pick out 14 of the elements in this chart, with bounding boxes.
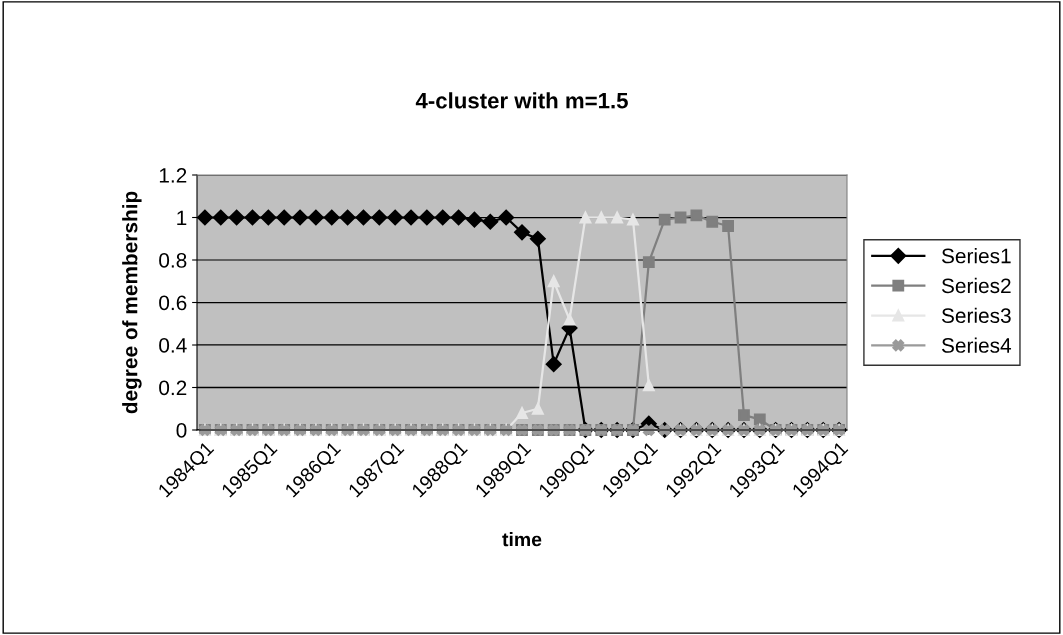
legend-label: Series2 bbox=[941, 277, 1011, 294]
y-tick-label: 0.2 bbox=[159, 380, 187, 396]
chart-title: 4-cluster with m=1.5 bbox=[415, 92, 628, 109]
y-tick-label: 0.8 bbox=[159, 253, 187, 268]
legend-label: Series4 bbox=[941, 337, 1012, 353]
legend-label: Series1 bbox=[941, 248, 1011, 264]
x-axis-title: time bbox=[502, 532, 542, 547]
legend-label: Series3 bbox=[941, 307, 1011, 324]
y-tick-label: 1.2 bbox=[159, 168, 187, 183]
y-tick-label: 0 bbox=[176, 423, 187, 438]
y-axis-title: degree of membership bbox=[122, 191, 142, 414]
y-tick-label: 1 bbox=[177, 210, 187, 226]
y-tick-label: 0.6 bbox=[159, 295, 187, 311]
y-tick-label: 0.4 bbox=[159, 338, 187, 353]
